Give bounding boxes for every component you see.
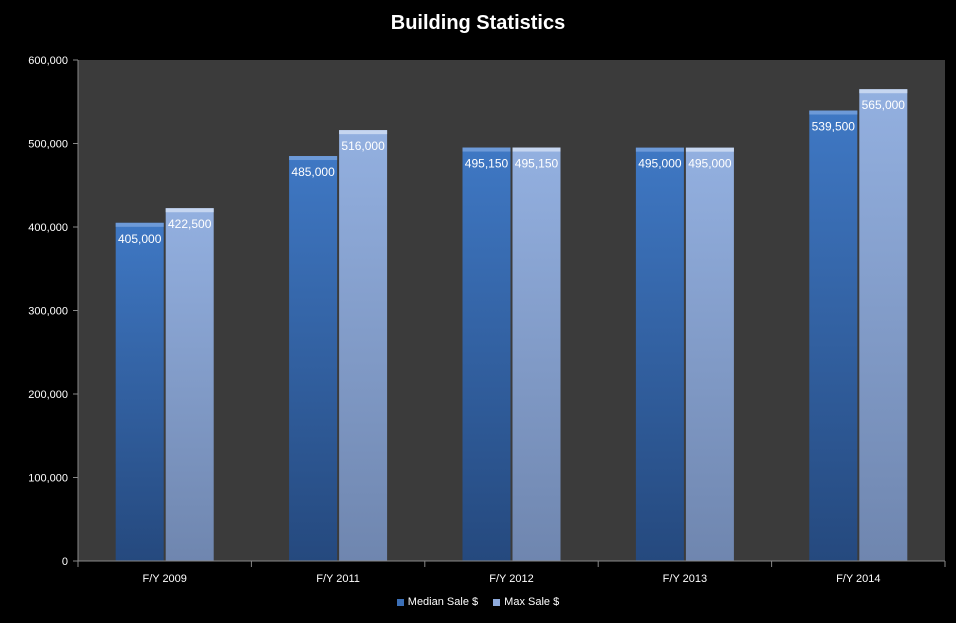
bar-cap	[809, 110, 858, 115]
bar-cap	[635, 147, 684, 152]
bar-max-sale	[165, 208, 214, 561]
plot-area	[78, 60, 945, 561]
bar-cap	[859, 89, 908, 94]
legend-label-max: Max Sale $	[504, 596, 560, 608]
y-tick-label: 200,000	[28, 389, 68, 401]
bar-cap	[165, 208, 214, 213]
y-tick-label: 500,000	[28, 139, 68, 151]
x-tick-label: F/Y 2013	[663, 573, 707, 585]
bar-cap	[115, 222, 164, 227]
bar-cap	[512, 147, 561, 152]
data-label: 495,150	[465, 157, 509, 171]
y-tick-label: 300,000	[28, 306, 68, 318]
bar-median-sale	[289, 156, 338, 561]
bar-max-sale	[859, 89, 908, 561]
data-label: 539,500	[812, 120, 856, 134]
y-tick-label: 100,000	[28, 473, 68, 485]
legend-swatch-max	[493, 598, 501, 606]
data-label: 565,000	[862, 98, 906, 112]
y-tick-label: 400,000	[28, 222, 68, 234]
data-label: 495,150	[515, 157, 559, 171]
bar-median-sale	[809, 110, 858, 561]
bar-cap	[289, 156, 338, 161]
legend-item-max: Max Sale $	[493, 596, 559, 608]
legend: Median Sale $ Max Sale $	[0, 596, 956, 608]
bar-median-sale	[635, 147, 684, 562]
data-label: 495,000	[688, 157, 732, 171]
bar-median-sale	[462, 147, 511, 561]
legend-label-median: Median Sale $	[407, 596, 479, 608]
chart-title: Building Statistics	[390, 12, 566, 34]
x-tick-label: F/Y 2011	[316, 573, 360, 585]
legend-item-median: Median Sale $	[396, 596, 479, 608]
y-tick-label: 0	[62, 556, 68, 568]
bar-cap	[685, 147, 734, 152]
bar-cap	[339, 130, 388, 135]
data-label: 422,500	[168, 217, 212, 231]
bar-median-sale	[115, 222, 164, 561]
bar-max-sale	[685, 147, 734, 562]
bar-cap	[462, 147, 511, 152]
bar-max-sale	[339, 130, 388, 561]
data-label: 495,000	[638, 157, 682, 171]
legend-swatch-median	[396, 598, 404, 606]
bar-max-sale	[512, 147, 561, 561]
x-tick-label: F/Y 2014	[836, 573, 880, 585]
y-tick-label: 600,000	[28, 55, 68, 67]
data-label: 516,000	[341, 139, 385, 153]
data-label: 485,000	[291, 165, 335, 179]
data-label: 405,000	[118, 232, 162, 246]
x-tick-label: F/Y 2012	[489, 573, 533, 585]
x-tick-label: F/Y 2009	[142, 573, 186, 585]
